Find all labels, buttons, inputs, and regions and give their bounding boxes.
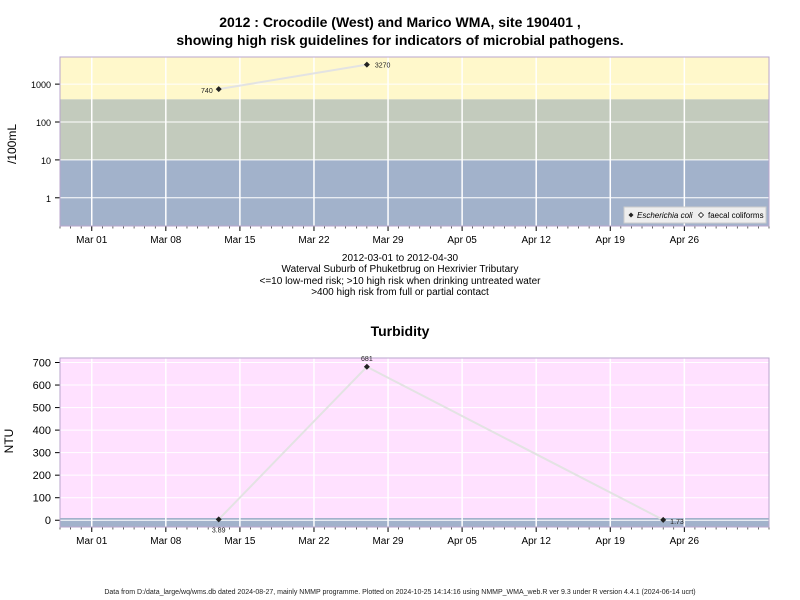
y-tick-label: 0 [45, 515, 51, 527]
data-label: 681 [361, 356, 373, 363]
x-tick-label: Apr 12 [521, 536, 551, 547]
caption-line-2: Waterval Suburb of Phuketbrug on Hexrivi… [281, 264, 519, 275]
turbidity-title: Turbidity [370, 323, 430, 339]
chart-subtitle: showing high risk guidelines for indicat… [176, 32, 624, 48]
data-label: 3270 [375, 63, 391, 70]
caption-line-1: 2012-03-01 to 2012-04-30 [341, 253, 459, 264]
x-tick-label: Apr 26 [670, 235, 700, 246]
data-label: 1.73 [670, 519, 684, 526]
risk-band [60, 99, 769, 160]
x-tick-label: Mar 15 [224, 536, 256, 547]
data-point [363, 61, 370, 68]
x-tick-label: Apr 05 [447, 235, 477, 246]
caption-line-4: >400 high risk from full or partial cont… [311, 287, 489, 298]
x-tick-label: Apr 19 [596, 536, 626, 547]
series-line [218, 63, 368, 91]
legend-box [623, 206, 767, 224]
y-tick-label: 1 [46, 194, 51, 204]
x-tick-label: Mar 15 [224, 235, 256, 246]
x-tick-label: Apr 05 [447, 536, 477, 547]
x-tick-label: Mar 29 [372, 235, 404, 246]
x-tick-label: Apr 26 [670, 536, 700, 547]
data-point [215, 86, 222, 93]
y-tick-label: 200 [33, 470, 51, 482]
legend-marker-filled [628, 212, 634, 218]
data-label: 740 [201, 88, 213, 95]
x-tick-label: Mar 22 [298, 536, 330, 547]
risk-band [60, 517, 769, 527]
y-tick-label: 500 [33, 403, 51, 415]
x-tick-label: Mar 01 [76, 536, 108, 547]
chart-title: 2012 : Crocodile (West) and Marico WMA, … [219, 14, 581, 30]
plot-frame [59, 56, 770, 227]
x-tick-label: Mar 08 [150, 536, 182, 547]
footer-note: Data from D:/data_large/wq/wms.db dated … [104, 589, 696, 596]
data-label: 3.89 [212, 527, 226, 534]
x-tick-label: Mar 29 [372, 536, 404, 547]
legend-marker-open [697, 211, 705, 219]
panel-1: Mar 01 Mar 08 Mar 15 Mar 22 Mar 29 Apr 05 Apr … [33, 356, 770, 547]
x-tick-label: Apr 12 [521, 235, 551, 246]
legend-entry: Escherichia coli [637, 211, 693, 220]
plot-frame [59, 357, 770, 528]
panel-0: Mar 01 Mar 08 Mar 15 Mar 22 Mar 29 Apr 05 Apr … [31, 56, 770, 246]
x-tick-label: Mar 01 [76, 235, 108, 246]
x-tick-label: Apr 19 [596, 235, 626, 246]
data-point [363, 363, 370, 370]
data-point [215, 516, 222, 523]
y-tick-label: 700 [33, 358, 51, 370]
risk-band [60, 57, 769, 100]
y-tick-label: 400 [33, 425, 51, 437]
legend-entry: faecal coliforms [708, 211, 764, 220]
y-tick-label: 100 [33, 493, 51, 505]
x-tick-label: Mar 08 [150, 235, 182, 246]
y-tick-label: 100 [36, 118, 51, 128]
caption-line-3: <=10 low-med risk; >10 high risk when dr… [259, 276, 541, 287]
data-point [660, 516, 667, 523]
y-tick-label: 1000 [31, 80, 51, 90]
x-tick-label: Mar 22 [298, 235, 330, 246]
y-tick-label: 10 [41, 156, 51, 166]
y-tick-label: 600 [33, 380, 51, 392]
y-tick-label: 300 [33, 448, 51, 460]
